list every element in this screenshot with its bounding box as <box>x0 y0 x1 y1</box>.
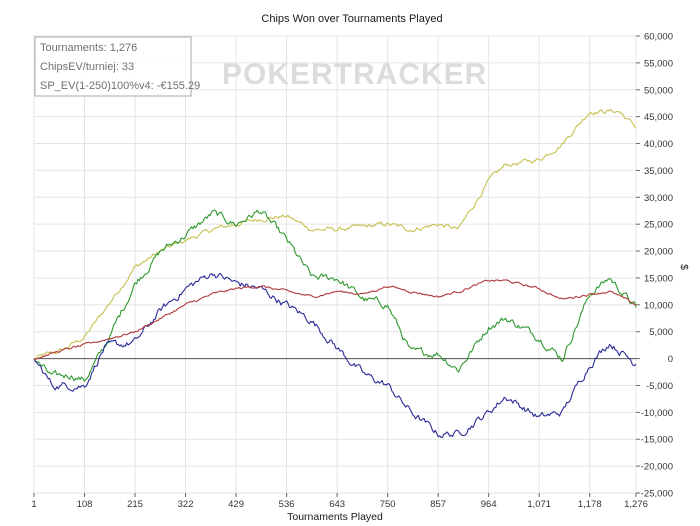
y-tick-label: 55,000 <box>644 58 673 69</box>
y-tick-label: 20,000 <box>644 247 673 258</box>
legend-line-chipsev: ChipsEV/turniej: 33 <box>40 61 134 73</box>
x-tick-label: 322 <box>178 499 194 510</box>
y-tick-label: -25,000 <box>641 489 673 500</box>
x-tick-label: 1,276 <box>624 499 648 510</box>
x-tick-label: 857 <box>430 499 446 510</box>
chart-title: Chips Won over Tournaments Played <box>261 13 442 25</box>
y-tick-label: 30,000 <box>644 193 673 204</box>
x-axis-label: Tournaments Played <box>287 511 383 523</box>
legend: Tournaments: 1,276 ChipsEV/turniej: 33 S… <box>34 36 200 97</box>
x-tick-label: 1,178 <box>578 499 602 510</box>
y-tick-label: -5,000 <box>646 381 673 392</box>
y-tick-label: 25,000 <box>644 220 673 231</box>
y-tick-label: 10,000 <box>644 300 673 311</box>
y-tick-label: -10,000 <box>641 408 673 419</box>
x-tick-label: 429 <box>228 499 244 510</box>
legend-line-tournaments: Tournaments: 1,276 <box>40 42 137 54</box>
x-tick-label: 108 <box>77 499 93 510</box>
x-axis-ticks: 1 108 215 322 429 536 643 750 857 964 1,071 1,178 1,… <box>31 493 648 510</box>
y-tick-label: 45,000 <box>644 112 673 123</box>
y-tick-label: 50,000 <box>644 85 673 96</box>
legend-box <box>34 36 192 97</box>
x-tick-label: 1 <box>31 499 36 510</box>
series-line-3 <box>33 272 637 438</box>
x-tick-label: 1,071 <box>527 499 551 510</box>
y-tick-label: -20,000 <box>641 462 673 473</box>
x-tick-label: 215 <box>127 499 143 510</box>
y-tick-label: -15,000 <box>641 435 673 446</box>
y-axis-label: $ <box>678 264 690 270</box>
series-line-1 <box>33 108 637 360</box>
y-tick-label: 15,000 <box>644 273 673 284</box>
x-tick-label: 964 <box>481 499 497 510</box>
x-tick-label: 536 <box>279 499 295 510</box>
x-tick-label: 643 <box>329 499 345 510</box>
watermark-logo: POKERTRACKER <box>222 58 487 91</box>
legend-line-sp-ev: SP_EV(1-250)100%v4: -€155.29 <box>40 80 200 92</box>
x-tick-label: 750 <box>380 499 396 510</box>
series-layer <box>33 108 637 438</box>
plot-area <box>33 35 637 494</box>
y-tick-label: 0 <box>668 354 673 365</box>
y-tick-label: 5,000 <box>649 327 673 338</box>
y-tick-label: 60,000 <box>644 32 673 43</box>
series-line-2 <box>33 209 637 382</box>
y-tick-label: 40,000 <box>644 139 673 150</box>
y-tick-label: 35,000 <box>644 166 673 177</box>
series-line-4 <box>33 279 637 360</box>
y-axis-ticks: 60,000 55,000 50,000 45,000 40,000 35,000 30,0… <box>636 32 673 500</box>
